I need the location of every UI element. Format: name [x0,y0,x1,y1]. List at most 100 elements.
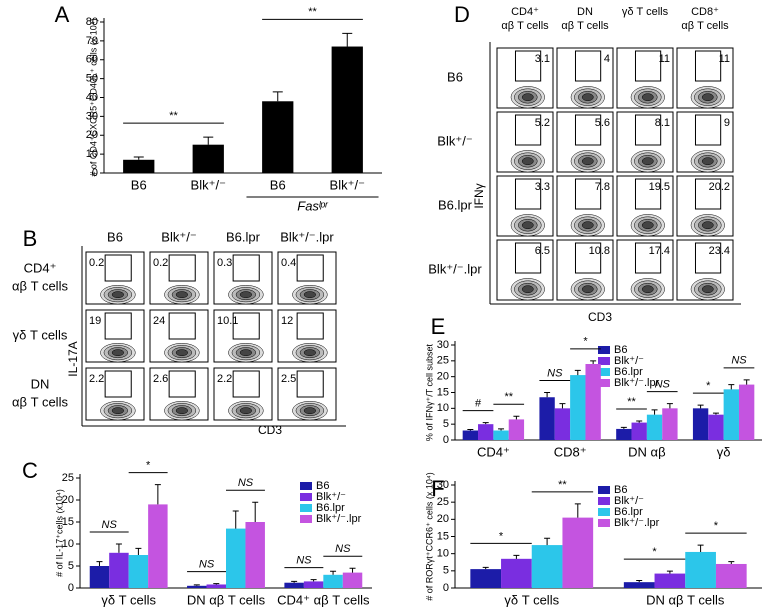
y-axis-label: # of CD4⁺CXCR5⁺CD40L⁺ cells (x 10⁴) [88,18,98,176]
y-tick-label: 30 [437,479,449,491]
bar [128,555,149,588]
density-contour [701,93,714,102]
legend-swatch [598,519,610,527]
error-bar [342,32,353,47]
bar [738,384,755,440]
legend-swatch [300,515,312,523]
x-tick-label: γδ T cells [504,592,559,607]
error-bar [96,561,103,566]
gate [296,312,324,340]
legend-label: B6.lpr [614,506,643,518]
gate [514,242,542,274]
bar [631,422,647,440]
density-contour [175,349,188,357]
bar [662,408,678,440]
legend-label: B6 [614,344,627,356]
significance-label: NS [199,559,215,571]
bar [323,574,343,588]
bar [715,563,747,588]
error-bar [310,579,317,582]
gate [634,178,662,210]
gate-percentage: 4 [604,53,610,65]
y-tick-label: 50 [86,73,98,85]
density-contour [641,93,654,102]
density-contour [303,349,316,357]
y-tick-label: 0 [443,434,449,446]
bar [148,504,168,588]
error-bar [513,415,520,420]
gate-percentage: 9 [724,117,730,129]
significance-label: * [146,460,151,472]
bar [708,414,724,440]
panel-letter: E [431,314,446,339]
error-bar [291,580,298,583]
legend-label: B6 [614,484,627,496]
error-bar [544,392,551,398]
error-bar [728,384,735,390]
gate [694,114,722,146]
gate [574,114,602,146]
legend-swatch [598,346,610,354]
gate-percentage: 2.2 [217,373,232,385]
panel-letter: F [431,476,444,501]
gate-percentage: 5.2 [535,117,550,129]
significance-label: NS [296,555,312,567]
bar [685,551,716,588]
bar [539,397,555,440]
flow-y-label: IL-17A [66,341,80,376]
x-tick-label: CD8⁺ [554,444,587,459]
bar [187,585,207,588]
gate-percentage: 11 [659,53,670,65]
density-contour [303,407,316,415]
column-header: Blk⁺/⁻.lpr [280,229,334,244]
gate [514,114,542,146]
gate-percentage: 3.1 [535,53,550,65]
error-bar [513,554,520,559]
gate-percentage: 0.4 [281,257,296,269]
error-bar [252,501,259,522]
y-tick-label: 0 [443,582,449,594]
error-bar [636,420,643,423]
error-bar [135,547,142,555]
row-label: γδ T cells [13,327,68,342]
density-contour [239,349,252,357]
significance-label: ** [627,396,636,408]
gate [232,370,260,398]
bar [501,558,532,588]
gate [574,50,602,82]
legend-swatch [598,497,610,505]
error-bar [651,409,658,415]
column-header: CD8⁺ [691,6,719,18]
gate [296,254,324,282]
column-header: αβ T cells [501,20,549,32]
y-tick-label: 20 [62,494,74,506]
gate [104,254,132,282]
bar [109,552,129,588]
error-bar [272,91,283,102]
density-contour [521,93,534,102]
y-tick-label: 10 [86,148,98,160]
bar [616,428,632,440]
gate-percentage: 0.2 [89,257,104,269]
bar [692,408,709,440]
density-contour [581,157,594,166]
gate [514,178,542,210]
gate-percentage: 10.8 [589,245,610,257]
flow-x-label: CD3 [258,423,282,437]
error-bar [544,537,551,546]
x-tick-label: DN αβ T cells [187,592,266,607]
bar [284,582,304,588]
y-axis-label: # of RORγt⁺CCR6⁺ cells (x 10⁴) [424,472,434,600]
gate-percentage: 19.5 [649,181,670,193]
gate-percentage: 23.4 [709,245,730,257]
density-contour [521,285,534,294]
legend-label: B6 [316,480,329,492]
column-header: αβ T cells [681,20,729,32]
gate-percentage: 0.2 [153,257,168,269]
y-tick-label: 15 [62,516,74,528]
bar [562,517,594,588]
x-tick-label: CD4⁺ [477,444,510,459]
gate [168,370,196,398]
y-tick-label: 10 [437,402,449,414]
